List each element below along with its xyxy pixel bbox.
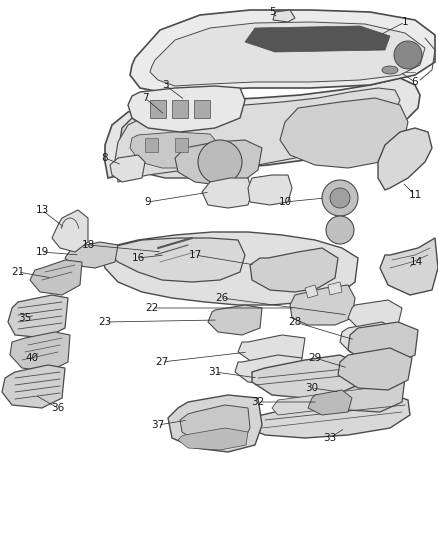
Text: 6: 6	[412, 77, 418, 87]
Text: 8: 8	[102, 153, 108, 163]
Polygon shape	[8, 295, 68, 338]
Text: 3: 3	[162, 80, 168, 90]
Text: 23: 23	[99, 317, 112, 327]
Polygon shape	[30, 260, 82, 295]
Text: 30: 30	[305, 383, 318, 393]
Polygon shape	[52, 210, 88, 252]
Polygon shape	[328, 282, 342, 295]
Text: 10: 10	[279, 197, 292, 207]
Text: 17: 17	[188, 250, 201, 260]
Polygon shape	[128, 86, 245, 132]
Polygon shape	[308, 390, 352, 415]
Polygon shape	[10, 332, 70, 372]
Text: 31: 31	[208, 367, 222, 377]
Text: 5: 5	[268, 7, 276, 17]
Polygon shape	[110, 155, 145, 182]
Text: 14: 14	[410, 257, 423, 267]
Polygon shape	[150, 22, 425, 86]
Text: 40: 40	[25, 353, 39, 363]
Polygon shape	[238, 335, 305, 365]
Polygon shape	[130, 132, 222, 168]
Text: 37: 37	[152, 420, 165, 430]
Polygon shape	[348, 300, 402, 330]
Polygon shape	[242, 392, 410, 438]
Text: 7: 7	[141, 93, 148, 103]
Polygon shape	[180, 405, 250, 445]
Ellipse shape	[382, 66, 398, 74]
Polygon shape	[305, 285, 318, 298]
Polygon shape	[235, 355, 302, 385]
Circle shape	[394, 41, 422, 69]
Polygon shape	[328, 370, 405, 412]
Polygon shape	[250, 248, 338, 292]
Polygon shape	[172, 100, 188, 118]
Polygon shape	[273, 10, 295, 22]
Text: 21: 21	[11, 267, 25, 277]
Polygon shape	[245, 26, 390, 52]
Text: 19: 19	[35, 247, 49, 257]
Polygon shape	[175, 138, 188, 152]
Polygon shape	[108, 238, 245, 282]
Circle shape	[326, 216, 354, 244]
Polygon shape	[65, 242, 118, 268]
Text: 9: 9	[145, 197, 151, 207]
Polygon shape	[145, 138, 158, 152]
Polygon shape	[120, 118, 248, 178]
Text: 32: 32	[251, 397, 265, 407]
Polygon shape	[130, 10, 435, 92]
Polygon shape	[168, 395, 262, 452]
Polygon shape	[348, 322, 418, 365]
Text: 22: 22	[145, 303, 159, 313]
Polygon shape	[194, 100, 210, 118]
Polygon shape	[115, 88, 400, 182]
Polygon shape	[380, 238, 438, 295]
Polygon shape	[175, 140, 262, 185]
Text: 13: 13	[35, 205, 49, 215]
Polygon shape	[252, 355, 362, 398]
Polygon shape	[202, 178, 252, 208]
Circle shape	[198, 140, 242, 184]
Text: 33: 33	[323, 433, 337, 443]
Polygon shape	[2, 365, 65, 408]
Polygon shape	[340, 322, 398, 355]
Polygon shape	[280, 98, 408, 168]
Text: 18: 18	[81, 240, 95, 250]
Polygon shape	[178, 428, 248, 450]
Text: 26: 26	[215, 293, 229, 303]
Text: 35: 35	[18, 313, 32, 323]
Text: 16: 16	[131, 253, 145, 263]
Polygon shape	[338, 348, 412, 390]
Polygon shape	[378, 128, 432, 190]
Polygon shape	[248, 175, 292, 205]
Polygon shape	[150, 100, 166, 118]
Polygon shape	[105, 78, 420, 178]
Polygon shape	[208, 305, 262, 335]
Text: 29: 29	[308, 353, 321, 363]
Text: 1: 1	[402, 17, 408, 27]
Polygon shape	[272, 392, 345, 415]
Text: 36: 36	[51, 403, 65, 413]
Circle shape	[322, 180, 358, 216]
Text: 27: 27	[155, 357, 169, 367]
Circle shape	[330, 188, 350, 208]
Text: 28: 28	[288, 317, 302, 327]
Polygon shape	[290, 285, 355, 325]
Text: 11: 11	[408, 190, 422, 200]
Polygon shape	[102, 232, 358, 305]
